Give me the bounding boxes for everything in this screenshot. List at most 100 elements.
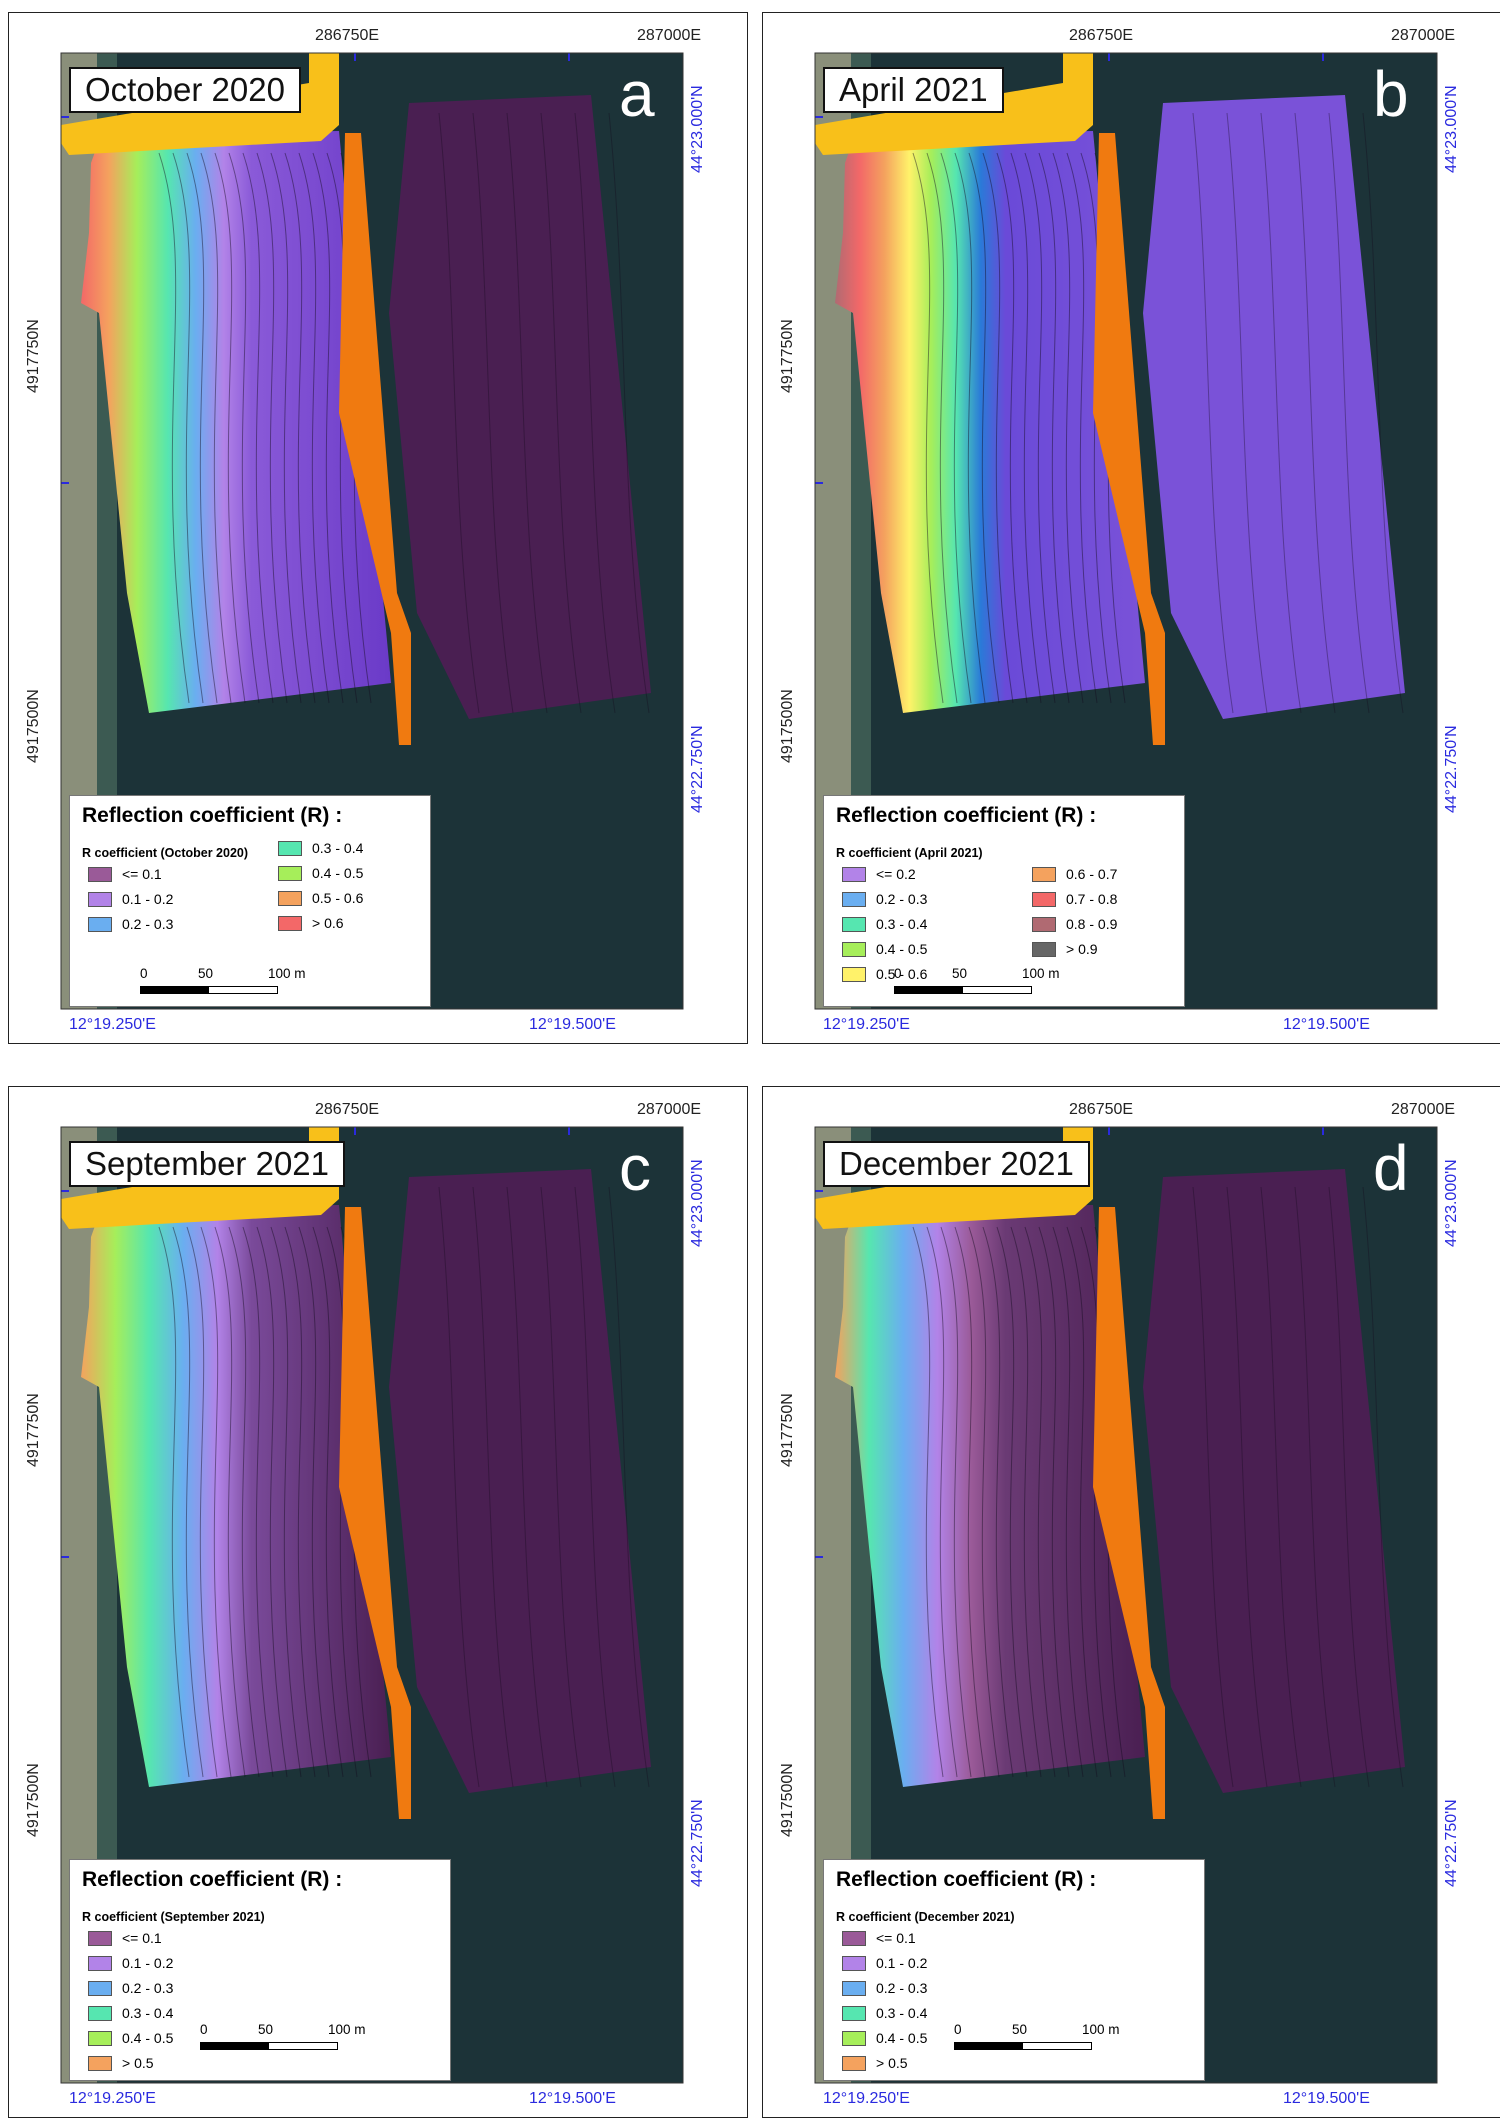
latitude-label-1: 44°23.000'N	[1443, 1159, 1460, 1247]
legend-swatch	[842, 916, 866, 932]
legend-swatch	[88, 2030, 112, 2046]
survey-area-nearshore	[81, 131, 391, 713]
legend-label: 0.1 - 0.2	[122, 891, 174, 907]
legend-swatch	[842, 966, 866, 982]
map-panel-c: 286750E 287000E 4917750N 4917500N 44°23.000'…	[8, 1086, 748, 2118]
panel-title: September 2021	[69, 1141, 346, 1187]
legend-item: 0.6 - 0.7	[1032, 866, 1117, 882]
legend-item: 0.4 - 0.5	[278, 865, 363, 881]
legend-item: > 0.9	[1032, 941, 1098, 957]
panel-title: October 2020	[69, 67, 301, 113]
legend-label: <= 0.1	[876, 1930, 916, 1946]
legend-swatch	[842, 891, 866, 907]
survey-area-offshore	[389, 1169, 651, 1793]
contour-line	[574, 1186, 616, 1788]
contour-line	[158, 152, 190, 704]
scale-label-end: 100 m	[1022, 966, 1060, 981]
legend-swatch	[88, 1955, 112, 1971]
scale-label-end: 100 m	[1082, 2022, 1120, 2037]
legend-label: <= 0.1	[122, 866, 162, 882]
jetty-orange	[1093, 133, 1165, 745]
contour-line	[242, 152, 274, 704]
legend-item: 0.1 - 0.2	[88, 891, 173, 907]
contour-line	[1362, 112, 1404, 714]
contour-line	[438, 1186, 480, 1788]
legend-label: 0.2 - 0.3	[122, 916, 174, 932]
legend-swatch	[842, 2055, 866, 2071]
longitude-label-1: 12°19.250'E	[69, 1016, 156, 1033]
contour-line	[228, 152, 260, 704]
map-frame	[60, 52, 684, 1010]
legend-swatch	[1032, 866, 1056, 882]
survey-area-nearshore	[81, 1205, 391, 1787]
survey-area-offshore	[389, 95, 651, 719]
legend-swatch	[1032, 916, 1056, 932]
legend-label: 0.1 - 0.2	[876, 1955, 928, 1971]
contour-line	[1066, 152, 1098, 704]
contour-line	[312, 1226, 344, 1778]
legend-item: 0.1 - 0.2	[842, 1955, 927, 1971]
contour-line	[506, 112, 548, 714]
legend-item: 0.2 - 0.3	[842, 891, 927, 907]
legend-item: 0.3 - 0.4	[88, 2005, 173, 2021]
map-panel-a: 286750E 287000E 4917750N 4917500N 44°23.000'…	[8, 12, 748, 1044]
scale-segment-white	[208, 986, 278, 994]
easting-label-1: 286750E	[1069, 27, 1134, 44]
scale-segment-white	[962, 986, 1032, 994]
legend-label: 0.7 - 0.8	[1066, 891, 1118, 907]
contour-line	[214, 1226, 246, 1778]
contour-line	[608, 112, 650, 714]
legend-label: <= 0.2	[876, 866, 916, 882]
contour-line	[186, 152, 218, 704]
legend-label: 0.2 - 0.3	[876, 891, 928, 907]
contour-line	[926, 1226, 958, 1778]
contour-line	[158, 1226, 190, 1778]
easting-label-2: 287000E	[637, 27, 702, 44]
legend-swatch	[842, 1955, 866, 1971]
contour-line	[298, 1226, 330, 1778]
scale-label-zero: 0	[200, 2022, 208, 2037]
latitude-label-2: 44°22.750'N	[689, 725, 706, 813]
legend-swatch	[278, 890, 302, 906]
legend-swatch	[842, 866, 866, 882]
legend-title: Reflection coefficient (R) :	[836, 804, 1097, 827]
legend-item: <= 0.1	[88, 866, 162, 882]
contour-line	[1192, 112, 1234, 714]
legend-subtitle: R coefficient (April 2021)	[836, 846, 983, 860]
legend-swatch	[88, 2055, 112, 2071]
contour-line	[1052, 152, 1084, 704]
easting-label-1: 286750E	[315, 27, 380, 44]
contour-line	[1038, 1226, 1070, 1778]
contour-line	[1226, 112, 1268, 714]
contour-line	[1260, 112, 1302, 714]
legend-title: Reflection coefficient (R) :	[82, 804, 343, 827]
legend-title: Reflection coefficient (R) :	[836, 1868, 1097, 1891]
longitude-label-1: 12°19.250'E	[69, 2090, 156, 2107]
contour-line	[200, 1226, 232, 1778]
legend-swatch	[88, 1980, 112, 1996]
contour-line	[940, 152, 972, 704]
legend-label: 0.3 - 0.4	[876, 2005, 928, 2021]
easting-label-2: 287000E	[1391, 27, 1456, 44]
contour-line	[506, 1186, 548, 1788]
contour-line	[284, 1226, 316, 1778]
legend-item: 0.3 - 0.4	[278, 840, 363, 856]
contour-line	[1294, 112, 1336, 714]
panel-title: December 2021	[823, 1141, 1090, 1187]
legend-swatch	[88, 2005, 112, 2021]
legend-label: 0.5 - 0.6	[312, 890, 364, 906]
map-panel-d: 286750E 287000E 4917750N 4917500N 44°23.000'…	[762, 1086, 1500, 2118]
latitude-label-1: 44°23.000'N	[689, 85, 706, 173]
legend-swatch	[88, 866, 112, 882]
panel-letter: b	[1373, 58, 1409, 130]
scale-label-zero: 0	[894, 966, 902, 981]
contour-line	[214, 152, 246, 704]
survey-area-nearshore	[835, 1205, 1145, 1787]
legend-label: 0.3 - 0.4	[122, 2005, 174, 2021]
scale-label-end: 100 m	[268, 966, 306, 981]
legend-item: > 0.5	[88, 2055, 154, 2071]
legend-label: 0.2 - 0.3	[122, 1980, 174, 1996]
legend-item: 0.4 - 0.5	[842, 941, 927, 957]
latitude-label-2: 44°22.750'N	[1443, 1799, 1460, 1887]
longitude-label-1: 12°19.250'E	[823, 1016, 910, 1033]
